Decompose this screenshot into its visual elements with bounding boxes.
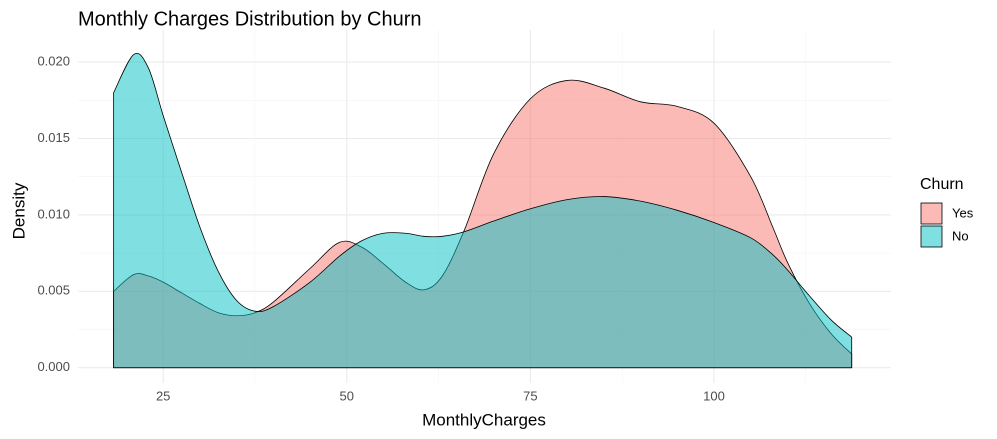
y-tick-label: 0.015 [37,130,70,145]
x-tick-label: 100 [703,388,725,403]
density-area [113,53,853,369]
y-tick-label: 0.005 [37,283,70,298]
legend: Churn Yes No [920,176,974,248]
chart-title: Monthly Charges Distribution by Churn [78,8,422,30]
plot-area [113,53,853,369]
y-tick-label: 0.010 [37,206,70,221]
x-tick-label: 50 [340,388,354,403]
y-tick-label: 0.020 [37,54,70,69]
y-tick-label: 0.000 [37,359,70,374]
x-tick-label: 75 [523,388,537,403]
x-axis-label: MonthlyCharges [422,410,546,429]
legend-label: No [952,228,969,243]
legend-label: Yes [952,205,974,220]
y-axis-label: Density [9,182,28,239]
legend-title: Churn [920,176,964,193]
x-tick-label: 25 [156,388,170,403]
legend-swatch [920,225,943,248]
legend-swatch [920,202,943,225]
